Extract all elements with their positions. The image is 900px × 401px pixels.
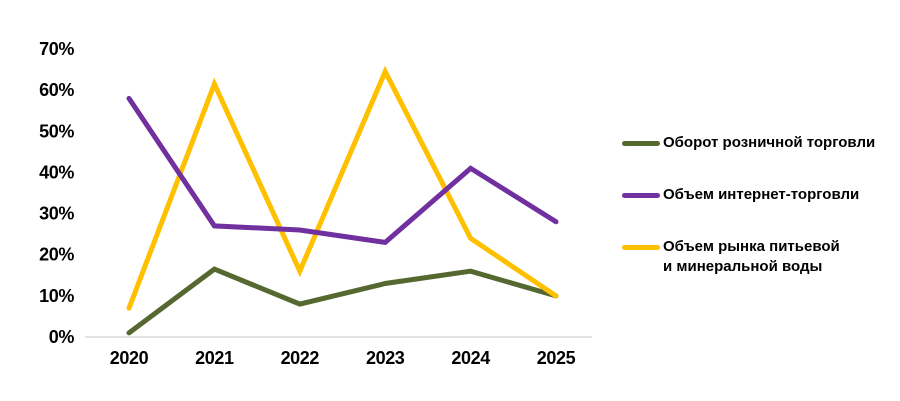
- x-tick-label: 2025: [537, 348, 576, 368]
- legend-label-internet-trade: Объем интернет-торговли: [663, 186, 860, 203]
- y-tick-label: 0%: [49, 327, 75, 347]
- series-line-1: [126, 95, 559, 246]
- legend-swatch-green: [622, 141, 660, 146]
- legend-swatch-purple: [622, 193, 660, 198]
- legend-label-water-market: Объем рынка питьевой и минеральной воды: [663, 238, 840, 275]
- y-tick-label: 20%: [39, 245, 74, 265]
- y-tick-label: 40%: [39, 162, 74, 182]
- x-tick-label: 2023: [366, 348, 405, 368]
- x-tick-label: 2021: [195, 348, 234, 368]
- y-tick-label: 30%: [39, 204, 74, 224]
- legend-item-internet-trade: Объем интернет-торговли: [622, 185, 875, 205]
- y-tick-label: 50%: [39, 121, 74, 141]
- x-tick-label: 2020: [110, 348, 149, 368]
- x-tick-label: 2022: [281, 348, 320, 368]
- legend: Оборот розничной торговли Объем интернет…: [622, 133, 875, 277]
- series-line-2: [126, 65, 559, 311]
- series-line-0: [126, 266, 559, 336]
- y-tick-label: 60%: [39, 80, 74, 100]
- x-tick-label: 2024: [451, 348, 490, 368]
- y-tick-label: 10%: [39, 286, 74, 306]
- legend-label-retail-turnover: Оборот розничной торговли: [663, 134, 876, 151]
- legend-item-water-market: Объем рынка питьевой и минеральной воды: [622, 237, 875, 277]
- legend-swatch-yellow: [622, 245, 660, 250]
- y-tick-label: 70%: [39, 39, 74, 59]
- legend-item-retail-turnover: Оборот розничной торговли: [622, 133, 875, 153]
